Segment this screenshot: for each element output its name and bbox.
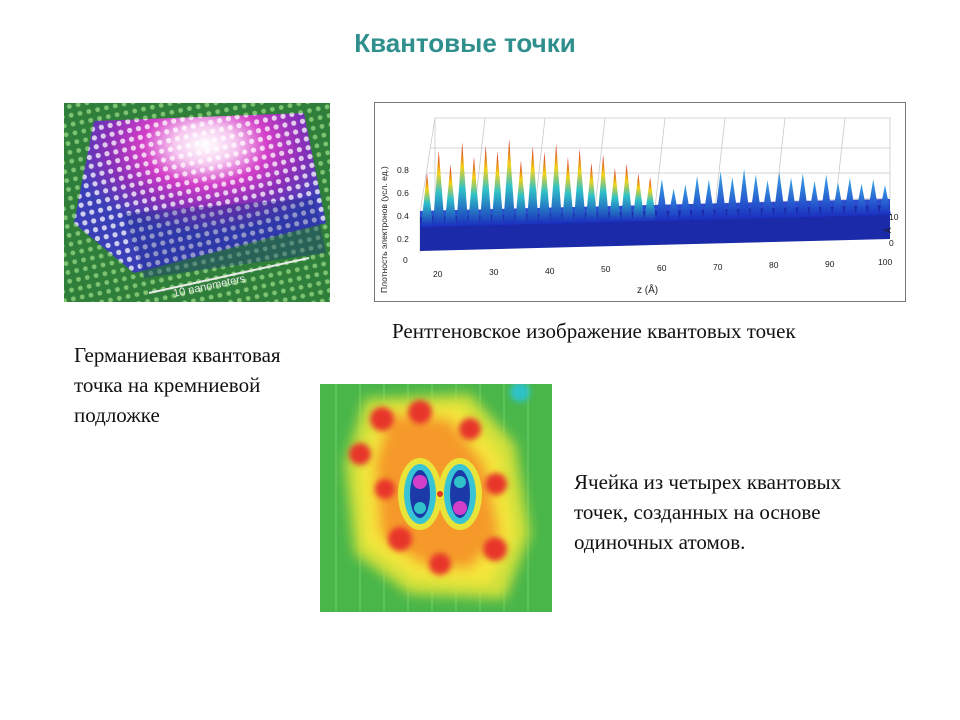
y-tick: 0.4 [397, 211, 409, 221]
xray-caption: Рентгеновское изображение квантовых точе… [392, 319, 796, 343]
depth-axis-letter: Å [884, 227, 893, 233]
y-tick: 0.8 [397, 165, 409, 175]
y-tick: 0.2 [397, 234, 409, 244]
depth-axis-zero: 0 [889, 238, 894, 248]
xray-plot-graphic: Плотность электронов (усл. ед.) 0.8 0.6 … [379, 117, 899, 296]
slide-title: Квантовые точки [354, 28, 576, 58]
x-tick: 50 [601, 264, 611, 274]
xray-plot-image: Плотность электронов (усл. ед.) 0.8 0.6 … [374, 102, 906, 302]
germanium-dot-image: 10 nanometers [64, 103, 330, 302]
y-tick: 0.6 [397, 188, 409, 198]
x-tick: 30 [489, 267, 499, 277]
x-tick: 70 [713, 262, 723, 272]
x-tick: 90 [825, 259, 835, 269]
scale-bar [148, 257, 310, 294]
x-axis-label: z (Å) [637, 283, 658, 296]
quantum-dot [414, 502, 426, 514]
germanium-caption: Германиевая квантовая точка на кремниево… [74, 343, 281, 427]
depth-axis-value: 10 [889, 212, 899, 222]
cell-caption: Ячейка из четырех квантовых точек, созда… [574, 470, 842, 554]
germanium-dot-graphic: 10 nanometers [64, 103, 330, 302]
quantum-cell-image [320, 384, 552, 612]
x-tick: 60 [657, 263, 667, 273]
x-tick: 40 [545, 266, 555, 276]
quantum-cell-graphic [320, 384, 552, 612]
x-tick: 20 [433, 269, 443, 279]
quantum-dot [454, 476, 466, 488]
quantum-dot [453, 501, 467, 515]
x-tick: 80 [769, 260, 779, 270]
quantum-dot [413, 475, 427, 489]
y-axis-label: Плотность электронов (усл. ед.) [379, 166, 389, 293]
x-tick: 100 [878, 257, 892, 267]
y-tick: 0 [403, 255, 408, 265]
